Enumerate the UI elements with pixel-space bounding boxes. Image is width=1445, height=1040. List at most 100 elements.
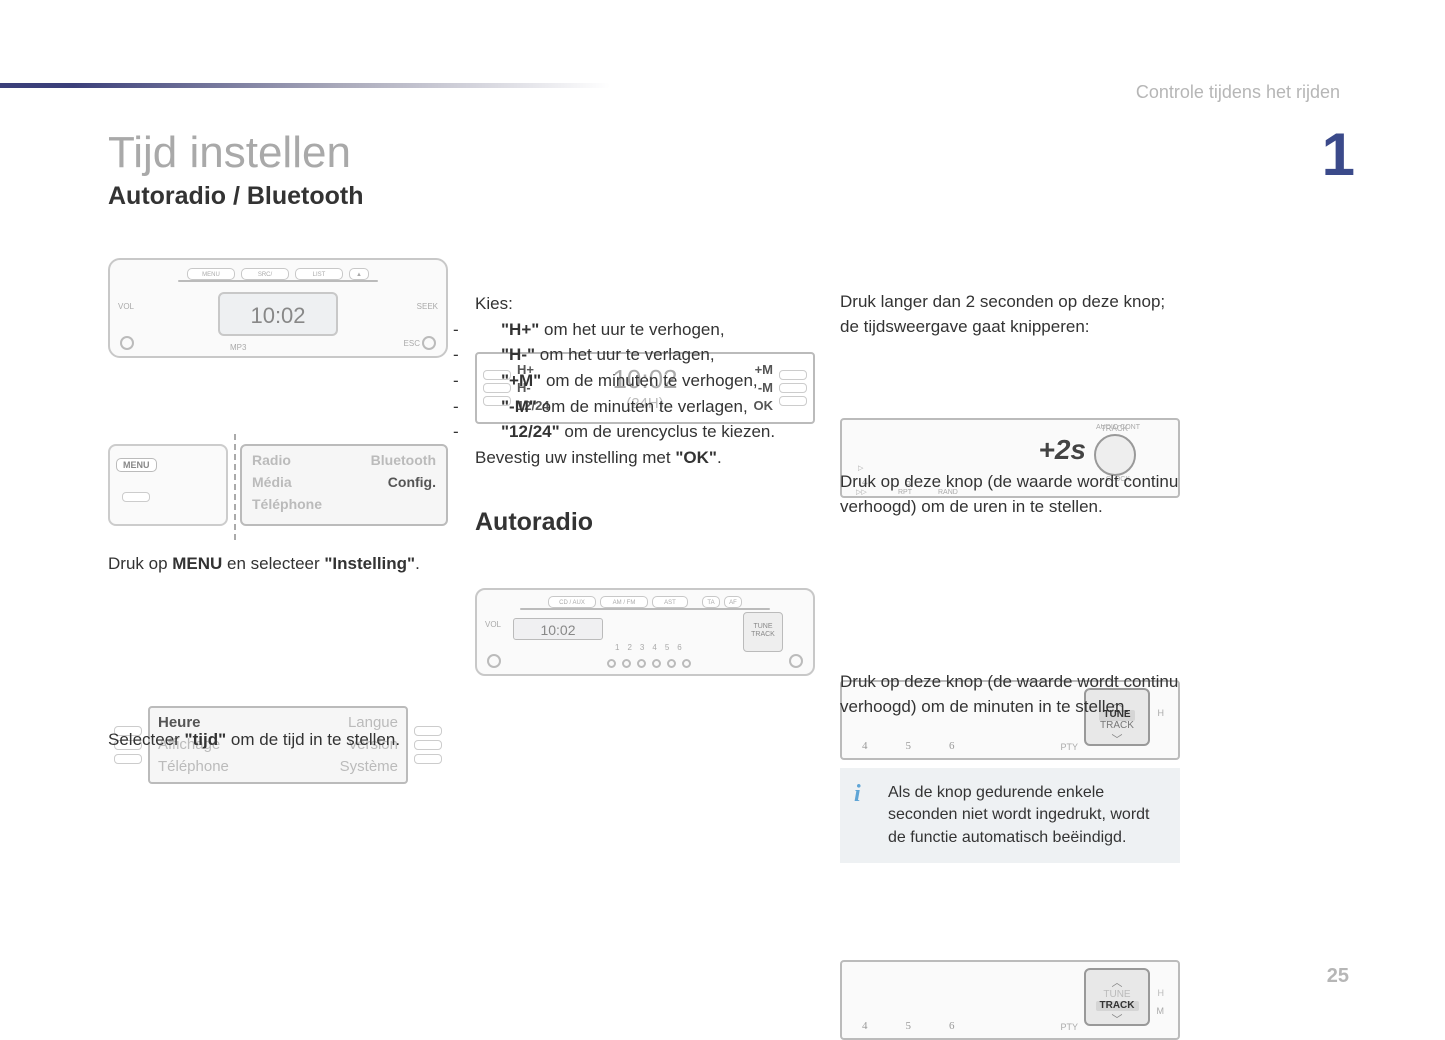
tune-box: ︿ TUNE TRACK ﹀ (1084, 968, 1150, 1026)
b: "+M" (501, 371, 541, 390)
mini-knob (682, 659, 691, 668)
n5: 5 (906, 1020, 912, 1032)
section-heading-bluetooth: Autoradio / Bluetooth (108, 182, 364, 211)
tune-hours-caption: Druk op deze knop (de waarde wordt conti… (840, 470, 1180, 519)
seek-label: SEEK (417, 302, 438, 311)
m-marker: M (1157, 1006, 1165, 1016)
figure-tune-minutes: ︿ TUNE TRACK ﹀ H M 4 5 6 PTY (840, 960, 1180, 1040)
am-fm: AM / FM (600, 596, 648, 608)
pill-icon (414, 754, 442, 764)
clock-instructions: Kies: "H+" om het uur te verhogen, "H-" … (475, 292, 815, 470)
t: om het uur te verlagen, (535, 345, 715, 364)
chevron-down-icon: ﹀ (1112, 731, 1123, 747)
txt: . (415, 554, 420, 573)
radio-corner: MENU (108, 444, 228, 526)
display-time: 10:02 (513, 618, 603, 640)
n5: 5 (906, 740, 912, 752)
cd-slot (178, 280, 378, 282)
n6: 6 (949, 740, 955, 752)
b: "H+" (501, 320, 539, 339)
page-title: Tijd instellen (108, 128, 351, 178)
mini-knob (607, 659, 616, 668)
audio-cont-label: AUDIO CONT (1096, 424, 1140, 431)
info-text: Als de knop gedurende enkele seconden ni… (888, 784, 1149, 846)
t: . (717, 448, 722, 467)
item-m-minus: "-M" om de minuten te verlagen, (477, 395, 815, 420)
n6: 6 (949, 1020, 955, 1032)
radio-display-time: 10:02 (218, 292, 338, 336)
ast: AST (652, 596, 688, 608)
radio-menu-button: MENU (187, 268, 235, 280)
header-accent-bar (0, 83, 610, 88)
b: "OK" (675, 448, 717, 467)
left-knob (120, 336, 134, 350)
t: om de minuten te verlagen, (537, 397, 748, 416)
mini-knob (622, 659, 631, 668)
pty-label: PTY (1060, 742, 1078, 752)
figure-menu-screen: MENU Radio Bluetooth Média Config. Télép… (108, 444, 448, 526)
tune-label: TUNE (1096, 990, 1139, 1001)
menu-screen: Radio Bluetooth Média Config. Téléphone (240, 444, 448, 526)
ta: TA (702, 596, 720, 608)
txt-bold: "Instelling" (324, 554, 415, 573)
t: Bevestig uw instelling met (475, 448, 675, 467)
txt-bold: "tijd" (185, 730, 227, 749)
divider-dashed (234, 434, 236, 540)
left-knob (487, 654, 501, 668)
radio-list-button: LIST (295, 268, 343, 280)
txt: Druk op (108, 554, 172, 573)
menu-caption: Druk op MENU en selecteer "Instelling". (108, 552, 448, 577)
intro: Kies: (475, 292, 815, 317)
mini-knob (652, 659, 661, 668)
setting-systeme: Système (278, 756, 398, 778)
right-knob (422, 336, 436, 350)
item-12-24: "12/24" om de urencyclus te kiezen. (477, 420, 815, 445)
b: "H-" (501, 345, 535, 364)
section-heading-autoradio: Autoradio (475, 508, 593, 537)
page-number: 25 (1327, 965, 1349, 988)
number-markers: 4 5 6 (862, 1020, 955, 1032)
vol-label: VOL (485, 620, 501, 629)
right-knob (789, 654, 803, 668)
tune: TUNE (753, 623, 772, 630)
t: om het uur te verhogen, (539, 320, 724, 339)
menu-bluetooth: Bluetooth (344, 452, 436, 474)
info-note-box: i Als de knop gedurende enkele seconden … (840, 768, 1180, 863)
tune-track-box: TUNE TRACK (743, 612, 783, 652)
txt: Selecteer (108, 730, 185, 749)
item-m-plus: "+M" om de minuten te verhogen, (477, 369, 815, 394)
tune-minutes-caption: Druk op deze knop (de waarde wordt conti… (840, 670, 1180, 719)
txt-bold: MENU (172, 554, 222, 573)
cd-slot (520, 608, 770, 610)
item-h-plus: "H+" om het uur te verhogen, (477, 318, 815, 343)
cd-aux: CD / AUX (548, 596, 596, 608)
header-section-label: Controle tijdens het rijden (1136, 82, 1340, 103)
radio-eject-button: ▲ (349, 268, 369, 280)
radio-src-button: SRC/ (241, 268, 289, 280)
af: AF (724, 596, 742, 608)
pill-icon (122, 492, 150, 502)
h-marker: H (1158, 988, 1165, 998)
menu-media: Média (252, 474, 344, 496)
number-row: 123456 (615, 643, 682, 652)
info-icon: i (854, 778, 861, 812)
press-duration-overlay: +2s (1039, 434, 1087, 466)
menu-button-label: MENU (116, 458, 157, 472)
n4: 4 (862, 1020, 868, 1032)
track-highlight: TRACK (1096, 1001, 1139, 1012)
pill-icon (114, 754, 142, 764)
track-label: TRACK (1099, 721, 1134, 732)
t: om de urencyclus te kiezen. (560, 422, 775, 441)
pty-label: PTY (1060, 1022, 1078, 1032)
track: TRACK (751, 631, 775, 638)
menu-config: Config. (344, 474, 436, 496)
vol-label: VOL (118, 302, 134, 311)
chapter-number-badge: 1 (1322, 120, 1350, 189)
mp3-label: MP3 (230, 343, 246, 352)
txt: om de tijd in te stellen. (226, 730, 400, 749)
chevron-down-icon: ﹀ (1112, 1011, 1123, 1027)
number-markers: 4 5 6 (862, 740, 955, 752)
b: "-M" (501, 397, 537, 416)
item-h-minus: "H-" om het uur te verlagen, (477, 343, 815, 368)
mini-knob (637, 659, 646, 668)
